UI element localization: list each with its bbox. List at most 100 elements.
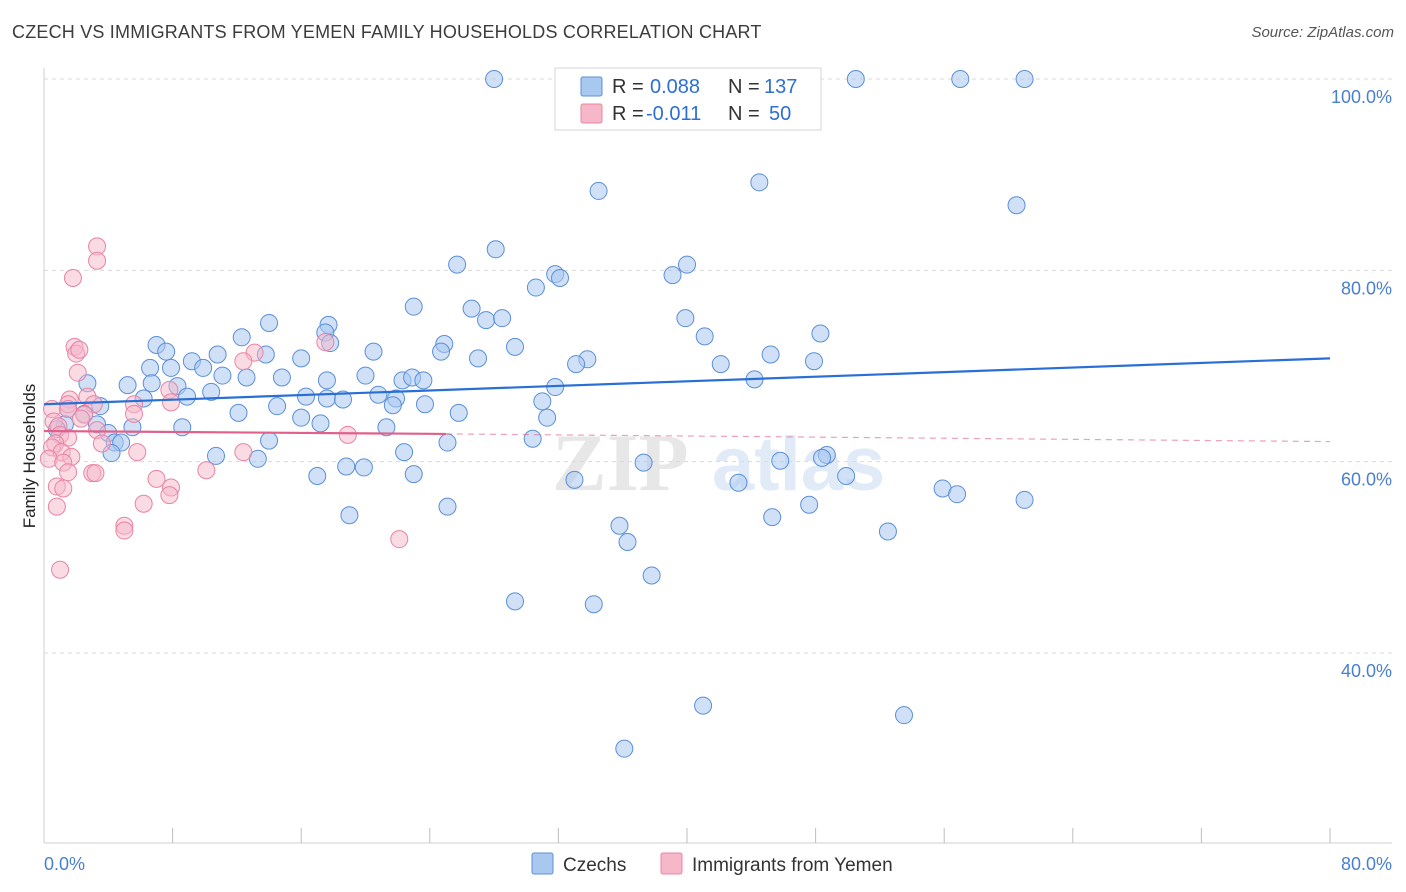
czech-point: [364, 342, 383, 361]
czech-point: [317, 389, 336, 408]
yemen-point: [161, 393, 180, 412]
czech-point: [308, 467, 327, 486]
yemen-point: [88, 251, 107, 270]
y-axis-label: Family Households: [20, 384, 39, 529]
czech-point: [462, 299, 481, 318]
czech-point: [615, 739, 634, 758]
yemen-point: [59, 400, 78, 419]
czech-point: [750, 173, 769, 192]
czech-point: [311, 414, 330, 433]
gridlines: [44, 78, 1392, 654]
y-tick-label-100: 100.0%: [1331, 87, 1392, 107]
x-tick-label-max: 80.0%: [1341, 854, 1392, 874]
yemen-point: [59, 463, 78, 482]
czech-point: [761, 345, 780, 364]
yemen-point: [54, 479, 73, 498]
czech-point: [951, 70, 970, 88]
czech-point: [208, 345, 227, 364]
czech-point: [272, 368, 291, 387]
czech-point: [354, 458, 373, 477]
legend-n-value-czech: 137: [764, 76, 797, 98]
czech-point: [404, 297, 423, 316]
czech-point: [1015, 490, 1034, 509]
watermark-atlas: atlas: [712, 422, 885, 507]
y-tick-label-40: 40.0%: [1341, 661, 1392, 681]
y-tick-label-80: 80.0%: [1341, 278, 1392, 298]
czech-point: [486, 240, 505, 259]
czech-point: [141, 358, 160, 377]
yemen-point: [115, 521, 134, 540]
yemen-point: [338, 425, 357, 444]
czech-point: [142, 374, 161, 393]
czech-point: [207, 446, 226, 465]
yemen-point: [160, 486, 179, 505]
czech-point: [449, 403, 468, 422]
legend-n-label-czech: N =: [728, 76, 760, 98]
czech-point: [804, 352, 823, 371]
yemen-point: [70, 340, 89, 359]
legend-r-value-czech: 0.088: [650, 76, 700, 98]
czech-point: [202, 382, 221, 401]
czech-point: [642, 566, 661, 585]
yemen-point: [234, 443, 253, 462]
yemen-point: [51, 560, 70, 579]
czech-point: [118, 376, 137, 395]
czech-trend-line: [43, 357, 1331, 406]
yemen-point: [86, 464, 105, 483]
czech-point: [551, 268, 570, 287]
czech-points: [47, 70, 1034, 758]
yemen-point: [47, 497, 66, 516]
czech-point: [415, 395, 434, 414]
y-tick-label-60: 60.0%: [1341, 470, 1392, 490]
czech-point: [763, 508, 782, 527]
czech-point: [1007, 196, 1026, 215]
yemen-point: [316, 333, 335, 352]
bottom-legend-yemen: Immigrants from Yemen: [692, 855, 893, 876]
czech-point: [377, 418, 396, 437]
czech-point: [589, 181, 608, 200]
czech-point: [610, 516, 629, 535]
czech-point: [477, 311, 496, 330]
yemen-trend-extension: [445, 433, 1331, 443]
yemen-point: [234, 352, 253, 371]
czech-point: [268, 397, 287, 416]
czech-point: [213, 366, 232, 385]
trend-lines: [43, 357, 1331, 443]
legend-swatch-yemen: [580, 103, 603, 124]
czech-point: [1015, 70, 1034, 88]
czech-point: [260, 313, 279, 332]
czech-point: [493, 309, 512, 328]
czech-point: [811, 324, 830, 343]
czech-point: [663, 266, 682, 285]
czech-point: [837, 467, 856, 486]
source-label: Source: ZipAtlas.com: [1251, 24, 1394, 41]
czech-point: [948, 485, 967, 504]
czech-point: [232, 328, 251, 347]
legend-swatch-czech: [580, 76, 603, 97]
czech-point: [194, 358, 213, 377]
czech-point: [356, 366, 375, 385]
legend-n-value-yemen: 50: [769, 103, 791, 125]
czech-point: [317, 371, 336, 390]
czech-point: [711, 355, 730, 374]
x-tick-label-min: 0.0%: [44, 854, 85, 874]
legend-r-value-yemen: -0.011: [646, 103, 701, 125]
czech-point: [584, 595, 603, 614]
y-tick-labels: 40.0% 60.0% 80.0% 100.0%: [1331, 87, 1392, 681]
chart-title: CZECH VS IMMIGRANTS FROM YEMEN FAMILY HO…: [12, 22, 762, 42]
yemen-point: [71, 409, 90, 428]
czech-point: [383, 396, 402, 415]
czech-point: [157, 342, 176, 361]
czech-point: [729, 473, 748, 492]
czech-point: [404, 465, 423, 484]
czech-point: [895, 706, 914, 725]
czech-point: [846, 70, 865, 88]
yemen-point: [68, 363, 87, 382]
czech-point: [695, 327, 714, 346]
yemen-point: [63, 268, 82, 287]
czech-point: [565, 470, 584, 489]
yemen-point: [147, 469, 166, 488]
czech-point: [448, 255, 467, 274]
czech-point: [432, 342, 451, 361]
